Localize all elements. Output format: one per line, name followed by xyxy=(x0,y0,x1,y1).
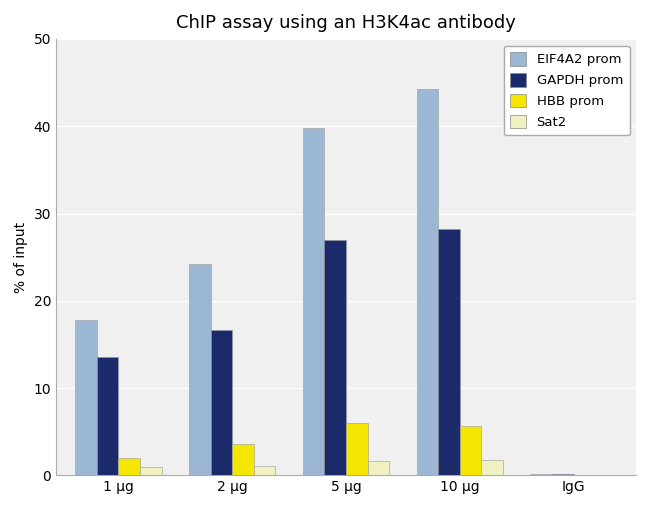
Bar xyxy=(189,264,211,475)
Bar xyxy=(254,466,276,475)
Bar xyxy=(118,458,140,475)
Bar xyxy=(460,426,482,475)
Bar xyxy=(232,444,254,475)
Bar xyxy=(75,320,97,475)
Legend: EIF4A2 prom, GAPDH prom, HBB prom, Sat2: EIF4A2 prom, GAPDH prom, HBB prom, Sat2 xyxy=(504,46,629,136)
Bar xyxy=(211,330,232,475)
Bar xyxy=(552,474,573,475)
Bar xyxy=(482,460,503,475)
Bar xyxy=(368,461,389,475)
Bar xyxy=(140,467,162,475)
Bar xyxy=(346,423,368,475)
Bar xyxy=(530,474,552,475)
Bar xyxy=(417,89,438,475)
Bar xyxy=(324,240,346,475)
Bar xyxy=(303,128,324,475)
Bar xyxy=(97,358,118,475)
Bar xyxy=(438,229,460,475)
Y-axis label: % of input: % of input xyxy=(14,221,28,293)
Title: ChIP assay using an H3K4ac antibody: ChIP assay using an H3K4ac antibody xyxy=(176,14,516,32)
